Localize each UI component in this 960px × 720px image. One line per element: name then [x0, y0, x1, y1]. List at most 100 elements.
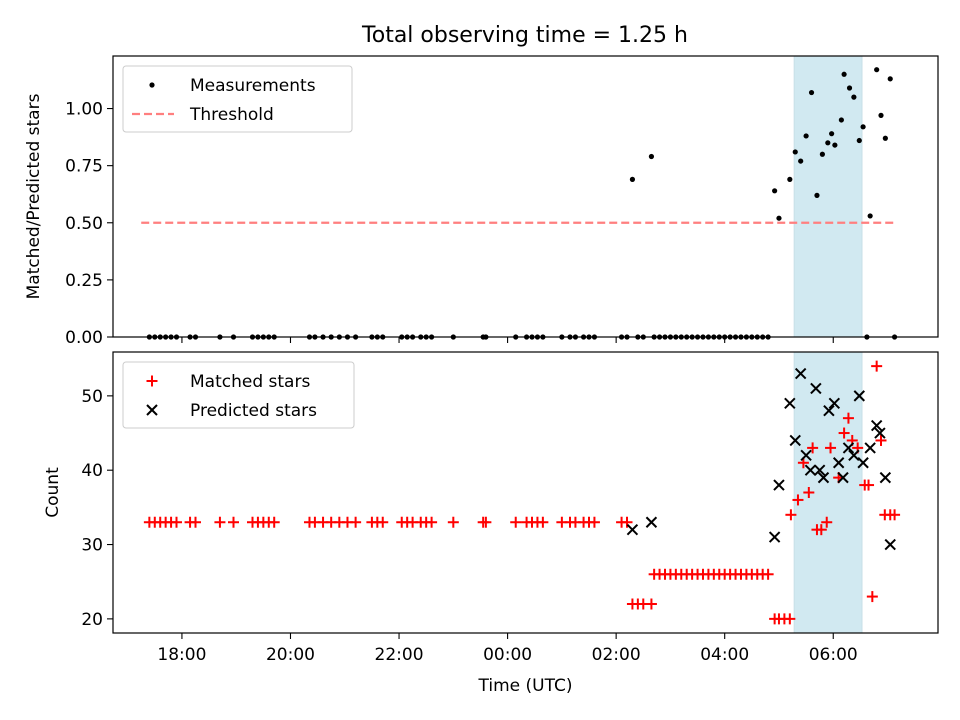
measurement-point: [874, 67, 880, 73]
predicted-star-point: [804, 464, 817, 476]
top-axes-frame: [112, 55, 939, 338]
x-tick-label: 02:00: [592, 645, 641, 665]
legend-matched-marker: [146, 375, 158, 387]
legend-predicted-marker: [146, 404, 158, 416]
matched-star-point: [227, 516, 239, 528]
measurement-point: [825, 140, 831, 146]
x-tick-label: 18:00: [157, 645, 206, 665]
top-marks: [141, 67, 898, 340]
top-legend-box: [122, 65, 353, 133]
matched-star-point: [863, 479, 875, 491]
measurement-point: [867, 213, 873, 219]
matched-star-point: [871, 360, 883, 372]
x-tick-label: 06:00: [809, 645, 858, 665]
x-tick-label: 20:00: [266, 645, 315, 665]
measurement-point: [832, 142, 838, 148]
matched-star-point: [426, 516, 438, 528]
top-legend: Measurements Threshold: [122, 65, 353, 133]
predicted-star-point: [874, 427, 886, 439]
legend-measurements-label: Measurements: [190, 76, 316, 96]
predicted-star-point: [823, 405, 835, 417]
matched-star-point: [838, 427, 850, 439]
predicted-star-point: [884, 538, 896, 551]
legend-x-glyph: [146, 404, 158, 416]
bottom-y-ticks: 20 30 40 50: [81, 387, 113, 630]
measurement-point: [838, 117, 844, 123]
measurement-point: [851, 94, 857, 100]
predicted-star-point: [853, 390, 866, 402]
top-y-axis-label: Matched/Predicted stars: [24, 93, 44, 299]
matched-star-point: [825, 442, 837, 454]
predicted-star-point: [817, 471, 830, 484]
matched-star-point: [621, 516, 633, 528]
measurement-point: [648, 153, 655, 160]
predicted-star-point: [773, 479, 785, 491]
matched-star-point: [447, 516, 459, 528]
matched-star-point: [889, 509, 901, 521]
predicted-star-point: [842, 442, 855, 454]
y-tick-label: 20: [81, 610, 103, 630]
top-panel: 0.00 0.25 0.50 0.75 1.00 Matched/Predicted s…: [24, 55, 939, 348]
measurement-point: [860, 124, 866, 130]
matched-star-point: [762, 568, 774, 580]
predicted-star-point: [768, 531, 781, 543]
legend-threshold-label: Threshold: [189, 105, 274, 125]
matched-star-point: [784, 613, 796, 625]
y-tick-label: 50: [81, 387, 103, 407]
matched-star-point: [645, 598, 657, 610]
matched-star-point: [815, 524, 827, 536]
predicted-star-point: [879, 471, 892, 484]
predicted-star-point: [837, 471, 849, 484]
measurement-point: [772, 188, 778, 194]
matched-star-point: [785, 509, 797, 521]
y-tick-label: 30: [81, 536, 103, 556]
matched-star-point: [821, 516, 833, 528]
matched-star-point: [350, 516, 362, 528]
predicted-star-point: [832, 457, 845, 469]
matched-star-point: [803, 487, 815, 498]
x-axis-label: Time (UTC): [478, 676, 573, 696]
matched-star-point: [842, 412, 854, 424]
y-tick-label: 0.25: [65, 271, 103, 291]
legend-predicted-label: Predicted stars: [190, 401, 317, 421]
measurement-point: [878, 112, 884, 118]
predicted-star-point: [794, 367, 807, 380]
legend-measurements-marker: [149, 82, 155, 88]
matched-star-point: [268, 516, 280, 528]
matched-star-point: [588, 516, 600, 528]
measurement-point: [819, 151, 825, 157]
predicted-star-point: [828, 397, 841, 410]
matched-star-point: [171, 516, 183, 528]
measurement-point: [787, 176, 793, 182]
bottom-marks: [143, 360, 901, 625]
x-tick-label: 04:00: [700, 645, 749, 665]
predicted-star-point: [864, 442, 876, 454]
measurement-point: [856, 137, 862, 144]
y-tick-label: 0.00: [65, 328, 103, 348]
predicted-star-point: [857, 457, 869, 469]
bottom-panel: 20 30 40 50 18:00 20:00 22:00 00:00 02:00 04:00 0…: [43, 351, 939, 696]
matched-star-point: [875, 434, 887, 446]
predicted-star-point: [800, 449, 812, 462]
y-tick-label: 0.75: [65, 157, 103, 177]
predicted-star-point: [784, 397, 796, 410]
predicted-star-point: [789, 434, 801, 447]
measurement-point: [798, 158, 804, 164]
legend-plus-glyph: [146, 375, 158, 387]
measurement-point: [776, 215, 782, 221]
bottom-y-axis-label: Count: [43, 467, 63, 518]
measurement-point: [887, 76, 893, 82]
bottom-axes-frame: [112, 351, 939, 634]
top-x-ticks: [181, 337, 834, 343]
legend-matched-label: Matched stars: [190, 372, 310, 392]
bottom-x-ticks: 18:00 20:00 22:00 00:00 02:00 04:00 06:00: [157, 633, 858, 665]
matched-star-point: [537, 516, 549, 528]
measurement-point: [808, 89, 815, 96]
measurement-point: [814, 192, 820, 198]
y-tick-label: 0.50: [65, 214, 103, 234]
matched-star-point: [480, 516, 492, 528]
matched-star-point: [792, 494, 804, 506]
bottom-legend: Matched stars Predicted stars: [122, 361, 355, 429]
measurement-point: [846, 85, 853, 91]
